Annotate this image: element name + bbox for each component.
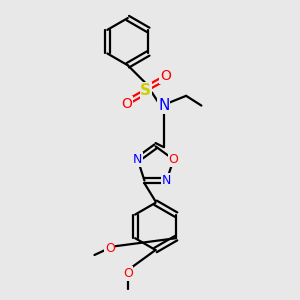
Text: O: O [169,153,178,166]
Text: O: O [160,69,171,83]
Text: N: N [133,153,142,166]
Text: N: N [162,174,171,187]
Text: S: S [140,83,151,98]
Text: O: O [105,242,115,255]
Text: O: O [121,97,132,111]
Text: N: N [158,98,169,113]
Text: O: O [123,267,133,280]
